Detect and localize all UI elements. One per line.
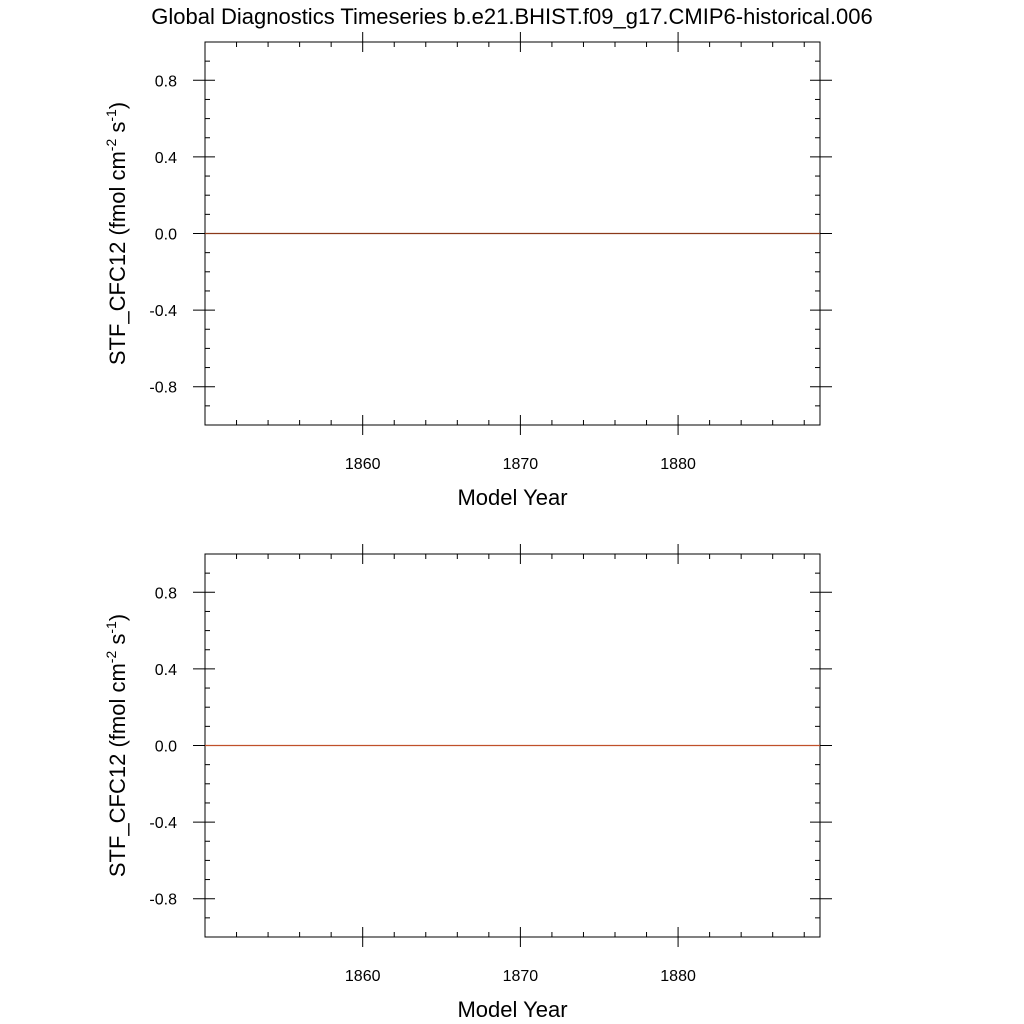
y-axis-title-main: STF_CFC12 (fmol cm	[105, 151, 130, 365]
y-axis-title-end: )	[105, 102, 130, 109]
x-tick-label: 1870	[503, 968, 539, 985]
x-axis-title: Model Year	[457, 485, 567, 510]
y-axis-title-sup: -1	[103, 621, 119, 634]
y-axis-title-main: STF_CFC12 (fmol cm	[105, 663, 130, 877]
y-tick-label: 0.8	[155, 73, 177, 90]
y-tick-label: -0.4	[149, 303, 177, 320]
figure-title: Global Diagnostics Timeseries b.e21.BHIS…	[151, 4, 872, 29]
y-axis-title-end: )	[105, 614, 130, 621]
y-axis-title-sup: -1	[103, 109, 119, 122]
x-tick-label: 1860	[345, 968, 381, 985]
timeseries-panel-top: 1860 1870 1880 0.8 0.4 0.0 -0.4 -0.8 Model Year S…	[103, 32, 832, 510]
y-axis-title-sup: -2	[103, 139, 119, 152]
y-axis-title-sup: -2	[103, 651, 119, 664]
x-axis-title: Model Year	[457, 997, 567, 1022]
x-tick-label: 1880	[660, 968, 696, 985]
x-tick-label: 1880	[660, 456, 696, 473]
y-axis-title-mid: s	[105, 122, 130, 139]
x-tick-label: 1870	[503, 456, 539, 473]
y-tick-label: 0.0	[155, 739, 177, 756]
y-tick-label: -0.4	[149, 815, 177, 832]
y-axis-title-mid: s	[105, 634, 130, 651]
y-tick-label: 0.8	[155, 585, 177, 602]
y-tick-label: 0.4	[155, 662, 177, 679]
y-tick-label: 0.4	[155, 150, 177, 167]
y-tick-label: 0.0	[155, 227, 177, 244]
timeseries-panel-bottom: 1860 1870 1880 0.8 0.4 0.0 -0.4 -0.8 Model Year S…	[103, 544, 832, 1022]
y-tick-label: -0.8	[149, 892, 177, 909]
y-axis-title: STF_CFC12 (fmol cm-2 s-1)	[103, 614, 130, 877]
y-tick-label: -0.8	[149, 380, 177, 397]
x-tick-label: 1860	[345, 456, 381, 473]
y-axis-title: STF_CFC12 (fmol cm-2 s-1)	[103, 102, 130, 365]
